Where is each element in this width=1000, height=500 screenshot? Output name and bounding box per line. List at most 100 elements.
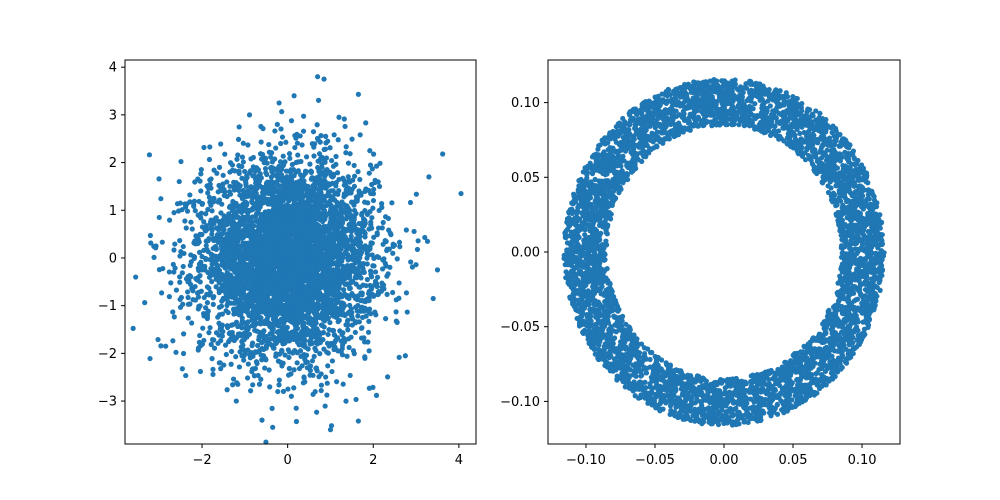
scatter-point bbox=[229, 162, 236, 168]
scatter-point bbox=[235, 136, 242, 143]
scatter-point bbox=[286, 226, 293, 232]
scatter-point bbox=[363, 283, 369, 289]
scatter-point bbox=[366, 306, 373, 312]
scatter-point bbox=[242, 253, 249, 259]
scatter-point bbox=[351, 223, 358, 229]
scatter-point bbox=[193, 276, 199, 282]
scatter-point bbox=[273, 283, 279, 289]
scatter-point bbox=[377, 160, 383, 166]
scatter-point bbox=[379, 266, 386, 272]
scatter-point bbox=[389, 200, 395, 206]
scatter-point bbox=[384, 246, 390, 252]
scatter-point bbox=[323, 133, 329, 139]
scatter-point bbox=[310, 218, 316, 224]
scatter-point bbox=[315, 283, 321, 289]
scatter-point bbox=[270, 196, 277, 202]
scatter-point bbox=[339, 294, 345, 300]
scatter-point bbox=[343, 227, 350, 233]
scatter-point bbox=[192, 208, 198, 214]
scatter-point bbox=[310, 129, 317, 135]
scatter-point bbox=[356, 235, 362, 241]
scatter-point bbox=[216, 280, 222, 286]
scatter-point bbox=[239, 192, 245, 198]
scatter-point bbox=[317, 176, 323, 182]
scatter-point bbox=[171, 247, 177, 253]
scatter-point bbox=[147, 355, 153, 362]
scatter-point bbox=[345, 160, 352, 166]
scatter-point bbox=[276, 382, 282, 388]
scatter-point bbox=[147, 232, 153, 239]
scatter-point bbox=[294, 213, 300, 219]
scatter-point bbox=[285, 386, 291, 392]
scatter-point bbox=[244, 375, 251, 381]
scatter-point bbox=[346, 344, 352, 351]
scatter-point bbox=[227, 183, 233, 189]
scatter-point bbox=[362, 234, 368, 240]
scatter-point bbox=[247, 352, 253, 358]
scatter-point bbox=[278, 140, 284, 147]
scatter-point bbox=[256, 381, 263, 387]
scatter-point bbox=[240, 140, 246, 146]
scatter-point bbox=[213, 275, 219, 281]
scatter-point bbox=[364, 276, 370, 283]
scatter-point bbox=[287, 266, 293, 272]
scatter-point bbox=[294, 337, 300, 343]
scatter-point bbox=[307, 363, 314, 369]
scatter-point bbox=[236, 124, 242, 130]
scatter-point bbox=[356, 243, 362, 249]
scatter-point bbox=[258, 319, 264, 326]
scatter-point bbox=[198, 288, 204, 294]
scatter-point bbox=[292, 144, 298, 151]
scatter-point bbox=[424, 238, 431, 244]
scatter-point bbox=[208, 251, 214, 257]
scatter-point bbox=[230, 376, 237, 382]
scatter-point bbox=[369, 166, 375, 172]
scatter-point bbox=[211, 345, 218, 351]
scatter-point bbox=[264, 259, 271, 265]
scatter-point bbox=[380, 219, 386, 226]
scatter-point bbox=[273, 313, 279, 319]
scatter-point bbox=[336, 241, 342, 247]
scatter-point bbox=[317, 293, 323, 299]
scatter-point bbox=[275, 216, 281, 222]
scatter-point bbox=[295, 152, 301, 158]
scatter-point bbox=[272, 156, 278, 162]
scatter-point bbox=[158, 343, 164, 349]
scatter-point bbox=[413, 191, 419, 197]
scatter-point bbox=[178, 249, 184, 255]
scatter-point bbox=[357, 176, 363, 183]
scatter-point bbox=[206, 156, 213, 163]
scatter-point bbox=[300, 128, 307, 134]
scatter-point bbox=[279, 325, 285, 331]
scatter-point bbox=[219, 260, 225, 266]
scatter-point bbox=[336, 257, 342, 264]
scatter-point bbox=[284, 248, 290, 255]
scatter-point bbox=[379, 201, 385, 207]
scatter-point bbox=[212, 260, 218, 267]
scatter-point bbox=[203, 211, 209, 217]
scatter-point bbox=[166, 294, 172, 300]
scatter-point bbox=[230, 258, 236, 264]
scatter-point bbox=[357, 132, 363, 138]
scatter-point bbox=[326, 277, 333, 283]
scatter-point bbox=[333, 153, 339, 160]
scatter-point bbox=[177, 274, 183, 280]
scatter-point bbox=[293, 284, 299, 291]
scatter-point bbox=[367, 282, 373, 289]
scatter-point bbox=[343, 182, 349, 188]
scatter-point bbox=[371, 186, 377, 192]
scatter-point bbox=[320, 306, 326, 312]
scatter-point bbox=[227, 169, 233, 175]
scatter-point bbox=[324, 349, 330, 355]
scatter-point bbox=[319, 266, 325, 272]
scatter-point bbox=[228, 361, 234, 367]
scatter-point bbox=[227, 229, 233, 235]
scatter-point bbox=[242, 330, 248, 336]
scatter-point bbox=[247, 224, 253, 230]
scatter-point bbox=[379, 225, 385, 231]
scatter-point bbox=[219, 222, 225, 228]
scatter-point bbox=[264, 342, 270, 348]
scatter-point bbox=[348, 233, 354, 239]
scatter-point bbox=[248, 156, 254, 162]
scatter-point bbox=[159, 239, 165, 245]
